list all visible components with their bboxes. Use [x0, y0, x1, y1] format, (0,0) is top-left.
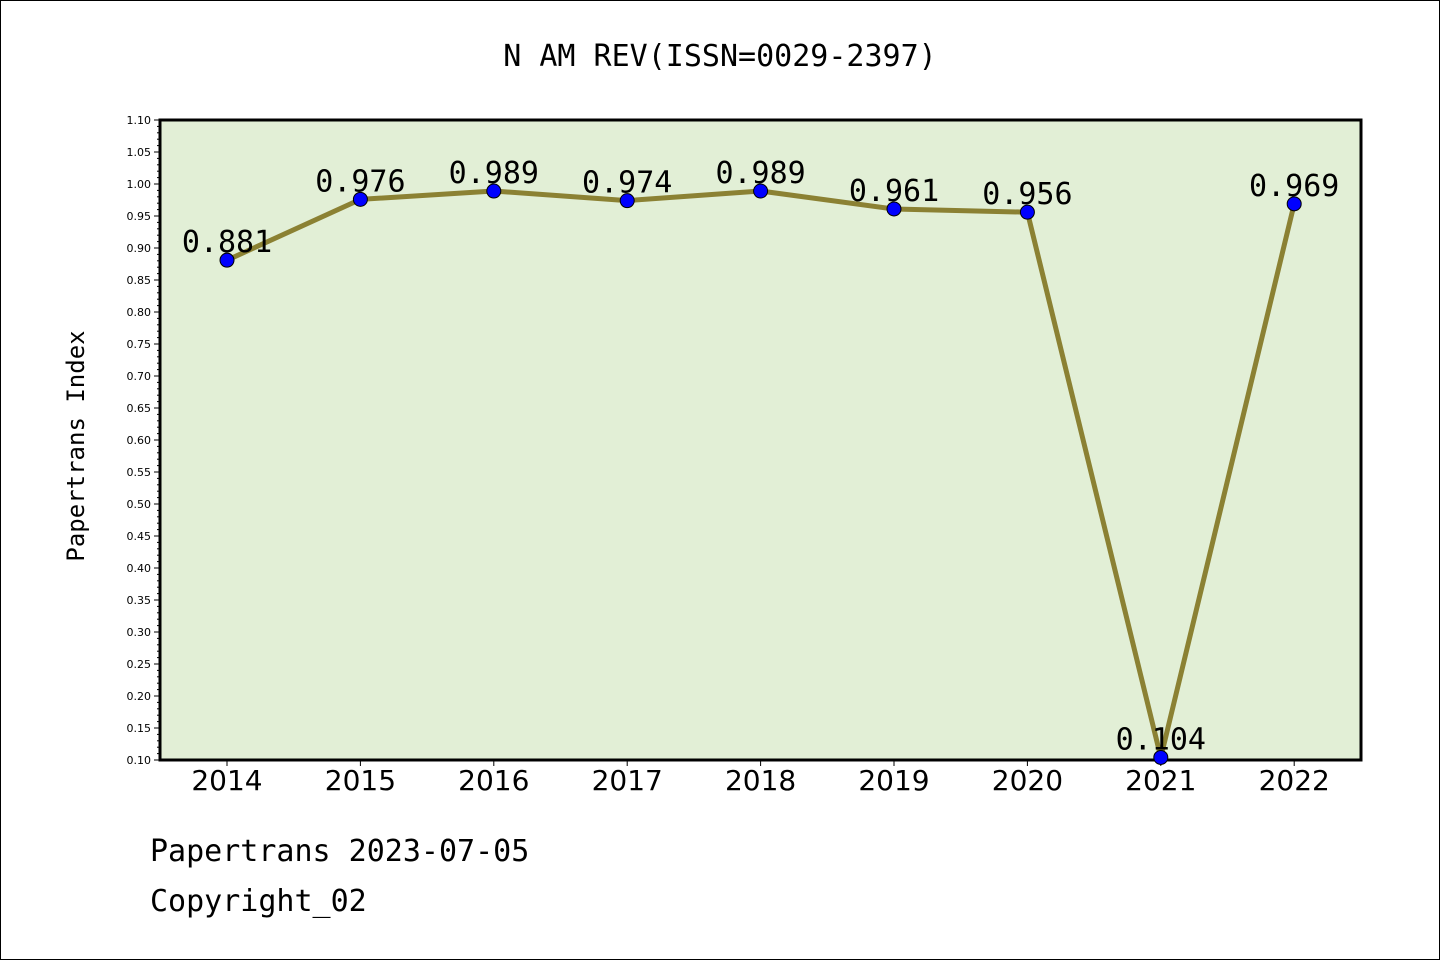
data-labels: 0.881 0.976 0.989 0.974 0.989 0.961 0.956 0.104…	[182, 156, 1340, 757]
x-tick-label: 2017	[592, 764, 663, 797]
y-tick-label: 0.65	[127, 402, 152, 415]
y-tick-label: 1.00	[127, 178, 152, 191]
footer-date: Papertrans 2023-07-05	[150, 834, 530, 869]
x-tick-label: 2015	[325, 764, 396, 797]
y-tick-label: 0.55	[127, 466, 152, 479]
y-tick-label: 0.30	[127, 626, 152, 639]
data-label: 0.956	[982, 177, 1072, 212]
y-tick-label: 0.15	[127, 722, 152, 735]
data-label: 0.881	[182, 225, 272, 260]
y-tick-label: 0.25	[127, 658, 152, 671]
data-point	[619, 193, 635, 209]
y-tick-label: 0.35	[127, 594, 152, 607]
data-point	[753, 183, 769, 199]
data-point	[219, 252, 235, 268]
y-tick-label: 0.45	[127, 530, 152, 543]
data-label: 0.976	[315, 164, 405, 199]
y-tick-label: 0.95	[127, 210, 152, 223]
y-tick-label: 0.90	[127, 242, 152, 255]
data-label: 0.989	[715, 156, 805, 191]
y-tick-label: 1.05	[127, 146, 152, 159]
data-markers	[219, 183, 1302, 765]
data-point	[486, 183, 502, 199]
y-tick-label: 0.60	[127, 434, 152, 447]
data-label: 0.969	[1249, 169, 1339, 204]
x-tick-label: 2021	[1125, 764, 1196, 797]
footer-copyright: Copyright_02	[150, 884, 367, 919]
x-tick-label: 2019	[858, 764, 929, 797]
x-tick-label: 2022	[1259, 764, 1330, 797]
data-label: 0.974	[582, 166, 672, 201]
x-tick-label: 2018	[725, 764, 796, 797]
x-tick-label: 2016	[458, 764, 529, 797]
y-ticks: 0.10 0.15 0.20 0.25 0.30 0.35 0.40 0.45 0.50 0.55…	[127, 114, 160, 767]
x-tick-label: 2014	[191, 764, 262, 797]
data-label: 0.104	[1116, 722, 1206, 757]
data-point	[1153, 749, 1169, 765]
plot-area	[158, 118, 1363, 762]
y-tick-label: 0.70	[127, 370, 152, 383]
data-label: 0.989	[449, 156, 539, 191]
y-tick-label: 0.10	[127, 754, 152, 767]
data-point	[1286, 196, 1302, 212]
y-tick-label: 0.85	[127, 274, 152, 287]
data-point	[886, 201, 902, 217]
y-axis-label: Papertrans Index	[62, 330, 90, 561]
x-tick-label: 2020	[992, 764, 1063, 797]
y-tick-label: 0.40	[127, 562, 152, 575]
chart-title: N AM REV(ISSN=0029-2397)	[503, 39, 936, 74]
x-ticks: 2014 2015 2016 2017 2018 2019 2020 2021 2022	[191, 760, 1330, 797]
data-label: 0.961	[849, 174, 939, 209]
y-tick-label: 0.80	[127, 306, 152, 319]
data-point	[352, 191, 368, 207]
y-tick-label: 0.75	[127, 338, 152, 351]
y-tick-label: 0.50	[127, 498, 152, 511]
y-tick-label: 0.20	[127, 690, 152, 703]
y-tick-label: 1.10	[127, 114, 152, 127]
data-point	[1019, 204, 1035, 220]
